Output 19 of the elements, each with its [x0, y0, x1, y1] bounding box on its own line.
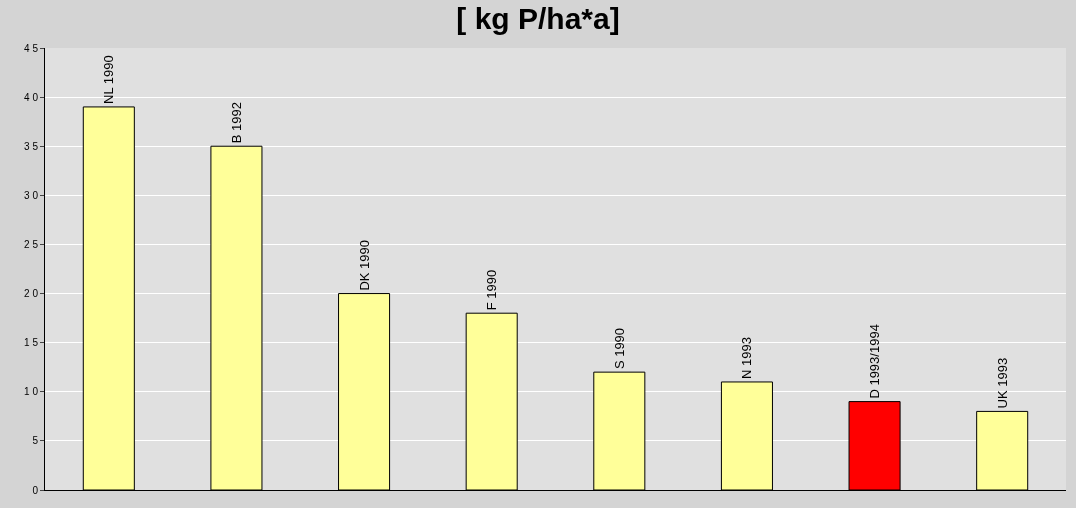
x-tick-label: B 1992	[228, 102, 244, 144]
x-tick-label: D 1993/1994	[867, 324, 883, 399]
y-tick-label: 5	[32, 435, 39, 447]
y-tick-label: 4 0	[24, 91, 39, 103]
x-tick-label: N 1993	[739, 337, 755, 379]
y-tick-label: 0	[32, 484, 39, 496]
x-tick-label: NL 1990	[101, 55, 117, 104]
y-tick-label: 3 0	[24, 189, 39, 201]
y-tick-label: 2 0	[24, 288, 39, 300]
x-tick-label: F 1990	[484, 269, 500, 311]
y-tick-label: 3 5	[24, 140, 39, 152]
x-tick-label: S 1990	[611, 327, 627, 370]
chart-title: [ kg P/ha*a]	[456, 1, 620, 35]
x-tick-label: UK 1993	[994, 357, 1010, 409]
y-tick-label: 1 5	[24, 337, 39, 349]
y-tick-label: 1 0	[24, 386, 39, 398]
y-tick-label: 4 5	[24, 42, 39, 54]
x-tick-label: DK 1990	[356, 239, 372, 291]
y-tick-label: 2 5	[24, 238, 39, 250]
